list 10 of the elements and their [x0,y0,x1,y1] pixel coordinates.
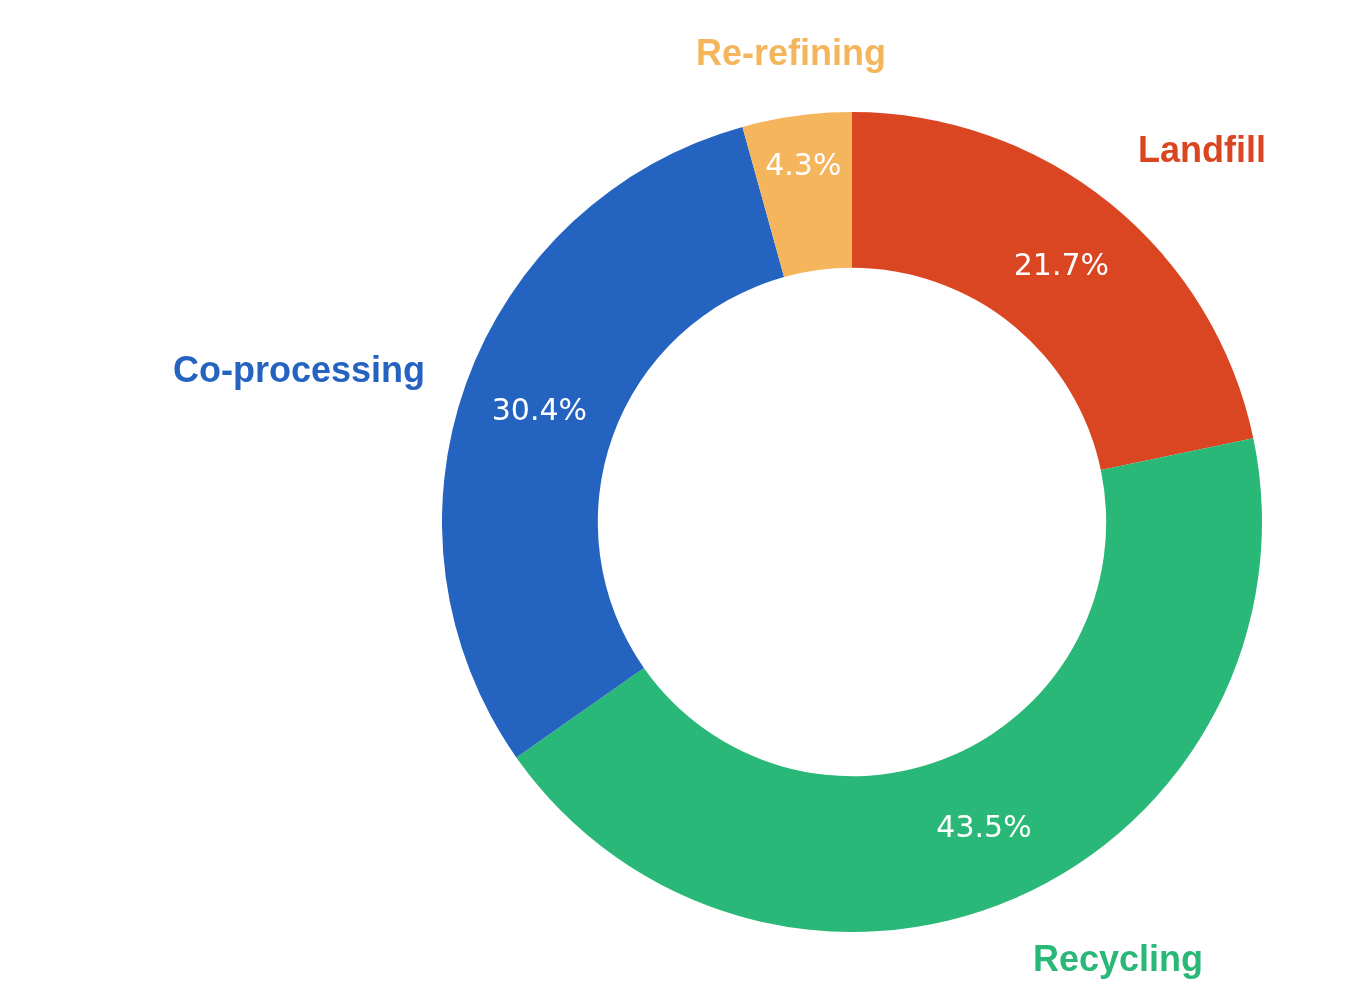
donut-slice [516,438,1262,932]
slice-label: Landfill [1138,129,1266,170]
data-label: 4.3% [765,146,842,182]
data-label: 30.4% [491,392,588,428]
slice-label: Re-refining [696,32,887,73]
data-label: 43.5% [936,809,1032,845]
slice-label: Recycling [1033,938,1204,979]
data-label: 21.7% [1013,246,1110,282]
slice-label: Co-processing [173,349,426,390]
donut-slice [742,112,852,278]
